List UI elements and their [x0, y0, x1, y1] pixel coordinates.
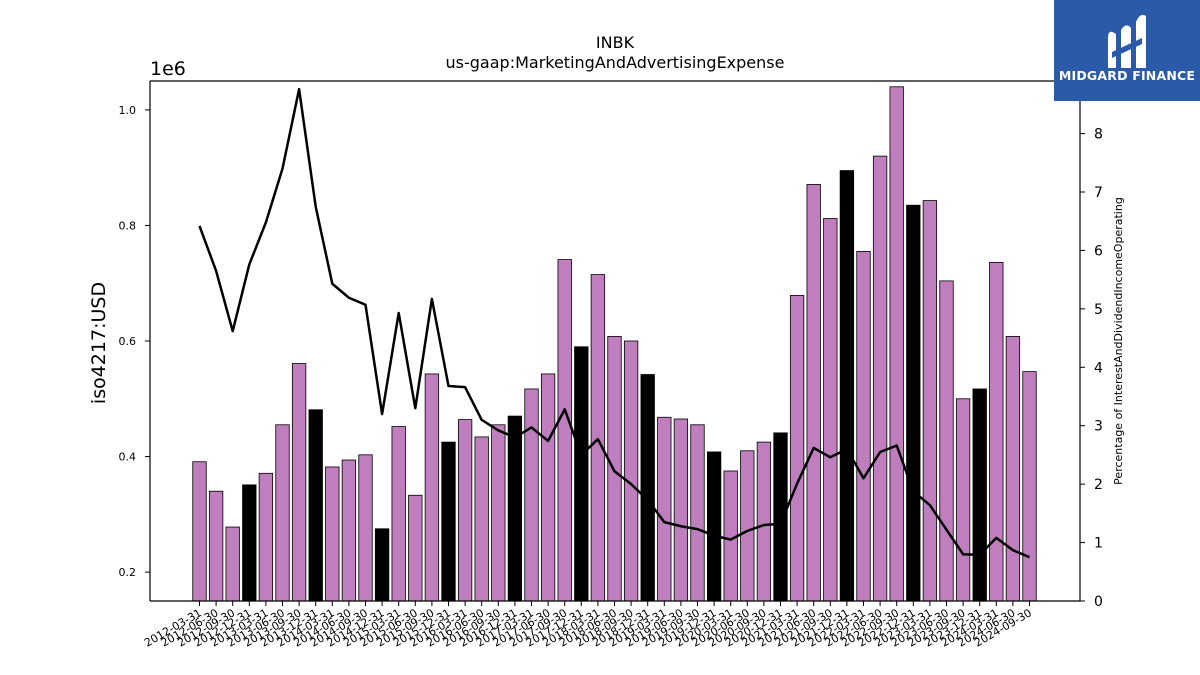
bar: [640, 374, 655, 602]
bar: [972, 388, 987, 602]
y-tick-label: 1.0: [119, 104, 137, 117]
bar: [242, 484, 257, 602]
bars: [192, 86, 1037, 602]
bar: [856, 251, 871, 602]
bar: [740, 450, 755, 602]
bar: [325, 466, 340, 602]
bar: [391, 426, 406, 602]
bar: [1005, 335, 1021, 602]
y2-tick-label: 3: [1094, 419, 1103, 435]
y2-tick-label: 1: [1094, 536, 1103, 552]
y2-tick-label: 7: [1094, 185, 1103, 201]
y2-tick-label: 6: [1094, 243, 1103, 259]
bar: [690, 424, 705, 602]
bar: [457, 419, 473, 602]
y-tick-label: 0.8: [119, 219, 137, 232]
bar: [939, 280, 954, 602]
bar: [889, 86, 904, 602]
bar: [308, 409, 323, 602]
bar: [540, 373, 556, 602]
bar: [823, 218, 838, 602]
bar: [225, 526, 240, 602]
logo-text: MIDGARD FINANCE: [1058, 68, 1196, 83]
bar: [192, 461, 207, 602]
bar: [474, 436, 489, 602]
bar: [574, 346, 589, 602]
y-tick-label: 0.2: [119, 566, 137, 579]
bar: [374, 528, 390, 602]
y2-tick-label: 8: [1094, 127, 1103, 143]
bar: [906, 204, 921, 602]
y-axis-label: iso4217:USD: [88, 282, 110, 404]
bar: [872, 155, 888, 602]
bar: [706, 451, 722, 602]
bar: [557, 259, 572, 602]
brand-logo: MIDGARD FINANCE: [1054, 0, 1200, 101]
bar: [275, 424, 290, 602]
bar: [657, 416, 672, 602]
y-tick-label: 0.6: [119, 335, 137, 348]
bar: [922, 200, 938, 602]
bar: [341, 459, 357, 602]
bar: [507, 415, 523, 602]
bar: [590, 274, 606, 602]
y-tick-label: 0.4: [119, 451, 137, 464]
bar: [623, 340, 639, 602]
ticks: 0.20.40.60.81.00123456782012-03-312012-0…: [119, 104, 1104, 650]
y2-tick-label: 5: [1094, 302, 1103, 318]
bar: [491, 424, 506, 602]
chart-subtitle: us-gaap:MarketingAndAdvertisingExpense: [446, 53, 785, 72]
y2-tick-label: 0: [1094, 594, 1103, 610]
bar: [756, 441, 772, 602]
bar: [358, 454, 373, 602]
bar: [524, 388, 539, 602]
bar: [424, 373, 440, 602]
bar: [989, 262, 1004, 602]
bar: [673, 418, 689, 602]
y2-tick-label: 2: [1094, 477, 1103, 493]
y2-tick-label: 4: [1094, 360, 1103, 376]
bar: [806, 184, 821, 602]
line-series: [198, 87, 1030, 559]
bar: [789, 294, 805, 602]
bar: [258, 472, 274, 602]
bar: [441, 441, 456, 602]
bar: [1022, 371, 1037, 602]
y-offset-text: 1e6: [150, 58, 186, 80]
bar: [208, 490, 224, 602]
bar: [839, 170, 855, 602]
y2-axis-label: Percentage of InterestAndDividendIncomeO…: [1112, 197, 1125, 485]
midgard-logo-icon: [1108, 14, 1146, 68]
line-path: [198, 87, 1030, 559]
bar: [955, 398, 971, 602]
bar: [773, 432, 788, 602]
chart-title: INBK: [596, 33, 635, 52]
bar: [291, 363, 307, 602]
bar: [408, 494, 423, 602]
